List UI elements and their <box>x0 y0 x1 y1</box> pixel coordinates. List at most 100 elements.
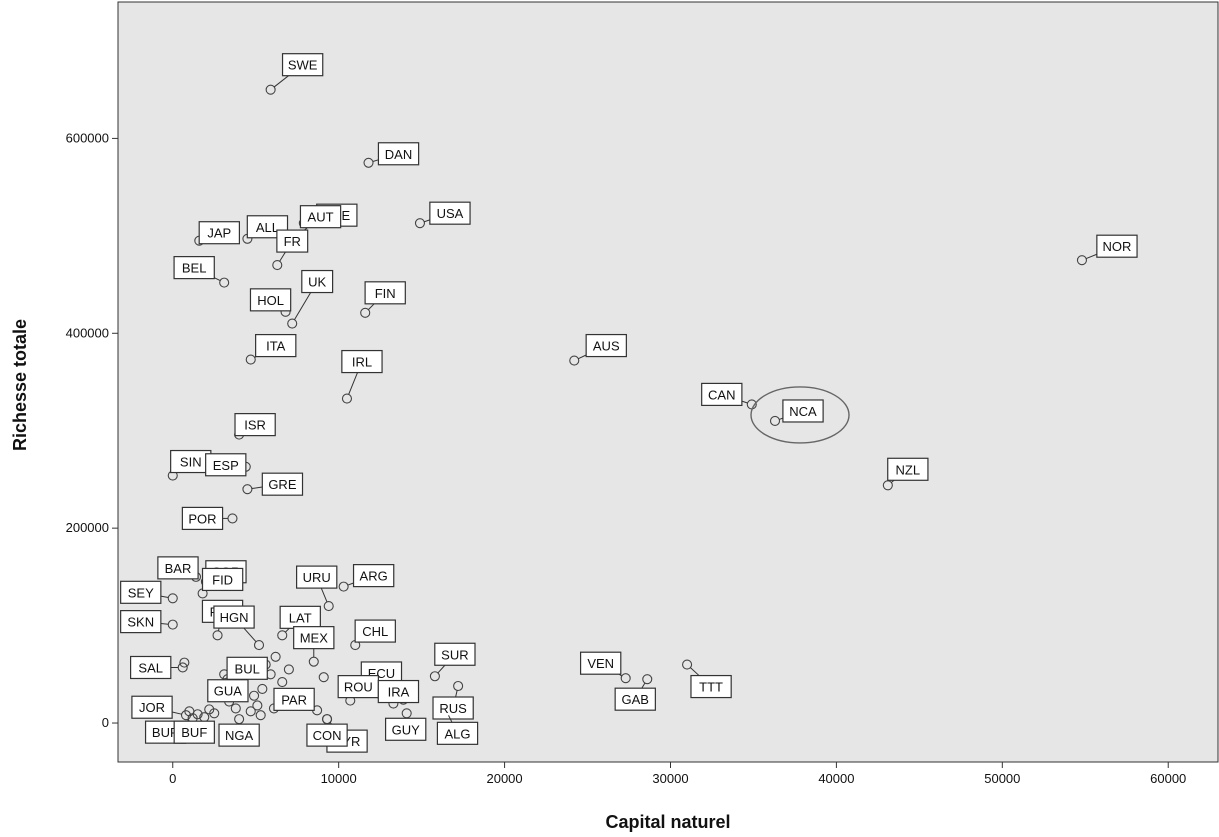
point-label: SAL <box>138 660 163 675</box>
point-label-box <box>173 256 215 280</box>
point-label: FIN <box>375 286 396 301</box>
data-point <box>184 706 195 717</box>
point-label-box <box>701 382 743 407</box>
point-label-box <box>273 687 315 711</box>
x-tick-label: 30000 <box>652 771 688 786</box>
label-leader-line <box>214 277 221 282</box>
point-label: ROU <box>344 680 373 695</box>
point-label-box <box>377 679 420 704</box>
y-tick-label: 400000 <box>66 325 109 340</box>
point-label: AUS <box>593 339 620 354</box>
label-leader-line <box>273 75 289 88</box>
point-label-box <box>207 679 249 703</box>
point-label-box <box>436 721 479 745</box>
data-point <box>569 355 580 366</box>
data-point <box>219 277 230 288</box>
point-label: NOR <box>1103 239 1132 254</box>
data-point <box>252 700 263 711</box>
label-leader-line <box>641 682 646 689</box>
point-label-box <box>281 53 324 77</box>
x-axis-title: Capital naturel <box>605 812 730 832</box>
label-leader-line <box>285 627 290 633</box>
label-leader-line <box>172 711 182 715</box>
data-point <box>255 710 266 721</box>
label-leader-line <box>455 690 458 698</box>
point-label-box <box>293 626 335 650</box>
data-point <box>167 593 178 604</box>
point-label-box <box>131 695 173 719</box>
point-label: BAR <box>165 561 192 576</box>
point-label-box <box>299 205 342 229</box>
point-label: SKN <box>127 615 154 630</box>
label-leader-line <box>243 627 257 643</box>
point-label: BUR <box>152 725 179 740</box>
point-label-box <box>585 333 627 358</box>
point-label: MEX <box>300 631 329 646</box>
point-label-box <box>384 717 427 741</box>
label-leader-line <box>160 595 169 598</box>
label-leader-line <box>448 715 453 723</box>
point-label: JOR <box>139 700 165 715</box>
point-label: BUF <box>181 725 207 740</box>
point-label-box <box>306 723 348 747</box>
data-point <box>363 157 374 168</box>
point-label: PAR <box>281 692 307 707</box>
point-label: VEN <box>587 656 614 671</box>
label-leader-line <box>424 219 431 223</box>
point-label-box <box>614 687 656 711</box>
label-leader-line <box>368 303 375 310</box>
x-tick-label: 0 <box>169 771 176 786</box>
label-leader-line <box>1085 253 1098 259</box>
label-leader-line <box>741 400 748 404</box>
point-label-box <box>354 619 396 643</box>
point-label-box <box>434 642 476 666</box>
point-label: UK <box>308 275 326 290</box>
data-point <box>341 393 353 404</box>
point-label: URU <box>303 570 331 585</box>
x-tick-label: 10000 <box>321 771 357 786</box>
point-label: CON <box>313 728 342 743</box>
point-label-box <box>120 580 162 604</box>
data-point <box>620 673 631 684</box>
data-point <box>1076 255 1088 266</box>
point-label-box <box>213 605 255 629</box>
point-label-box <box>130 655 172 680</box>
point-label-box <box>690 674 732 699</box>
point-label: AUT <box>308 210 334 225</box>
x-tick-label: 50000 <box>984 771 1020 786</box>
point-label: FID <box>212 572 233 587</box>
data-point <box>245 706 256 717</box>
point-label-box <box>782 399 824 423</box>
point-label-box <box>429 201 471 225</box>
point-label: GRE <box>268 477 297 492</box>
data-point <box>242 484 253 495</box>
data-point <box>283 664 294 675</box>
plot-area <box>117 1 1219 763</box>
data-point <box>167 619 178 630</box>
point-label: POR <box>188 511 216 526</box>
point-label-box <box>234 413 276 437</box>
point-label-box <box>432 696 474 720</box>
label-leader-line <box>348 372 358 395</box>
point-label: USA <box>437 206 464 221</box>
point-label-box <box>249 288 292 312</box>
point-label-box <box>276 229 309 253</box>
data-point <box>179 657 190 668</box>
point-label: GAB <box>622 692 649 707</box>
point-label: SIN <box>180 455 202 470</box>
data-point <box>270 651 281 662</box>
point-label-box <box>120 610 162 634</box>
point-label-box <box>157 556 199 580</box>
point-label: HGN <box>220 610 249 625</box>
data-point <box>272 260 283 271</box>
point-label: JAP <box>207 226 231 241</box>
point-label: DAN <box>385 147 412 162</box>
y-axis-title: Richesse totale <box>10 319 30 451</box>
point-label: SWE <box>288 58 318 73</box>
point-label-box <box>201 567 244 592</box>
point-label: TTT <box>699 680 723 695</box>
data-point <box>453 680 464 692</box>
point-label-box <box>352 564 395 588</box>
data-point <box>642 674 653 685</box>
point-label: ESP <box>213 458 239 473</box>
